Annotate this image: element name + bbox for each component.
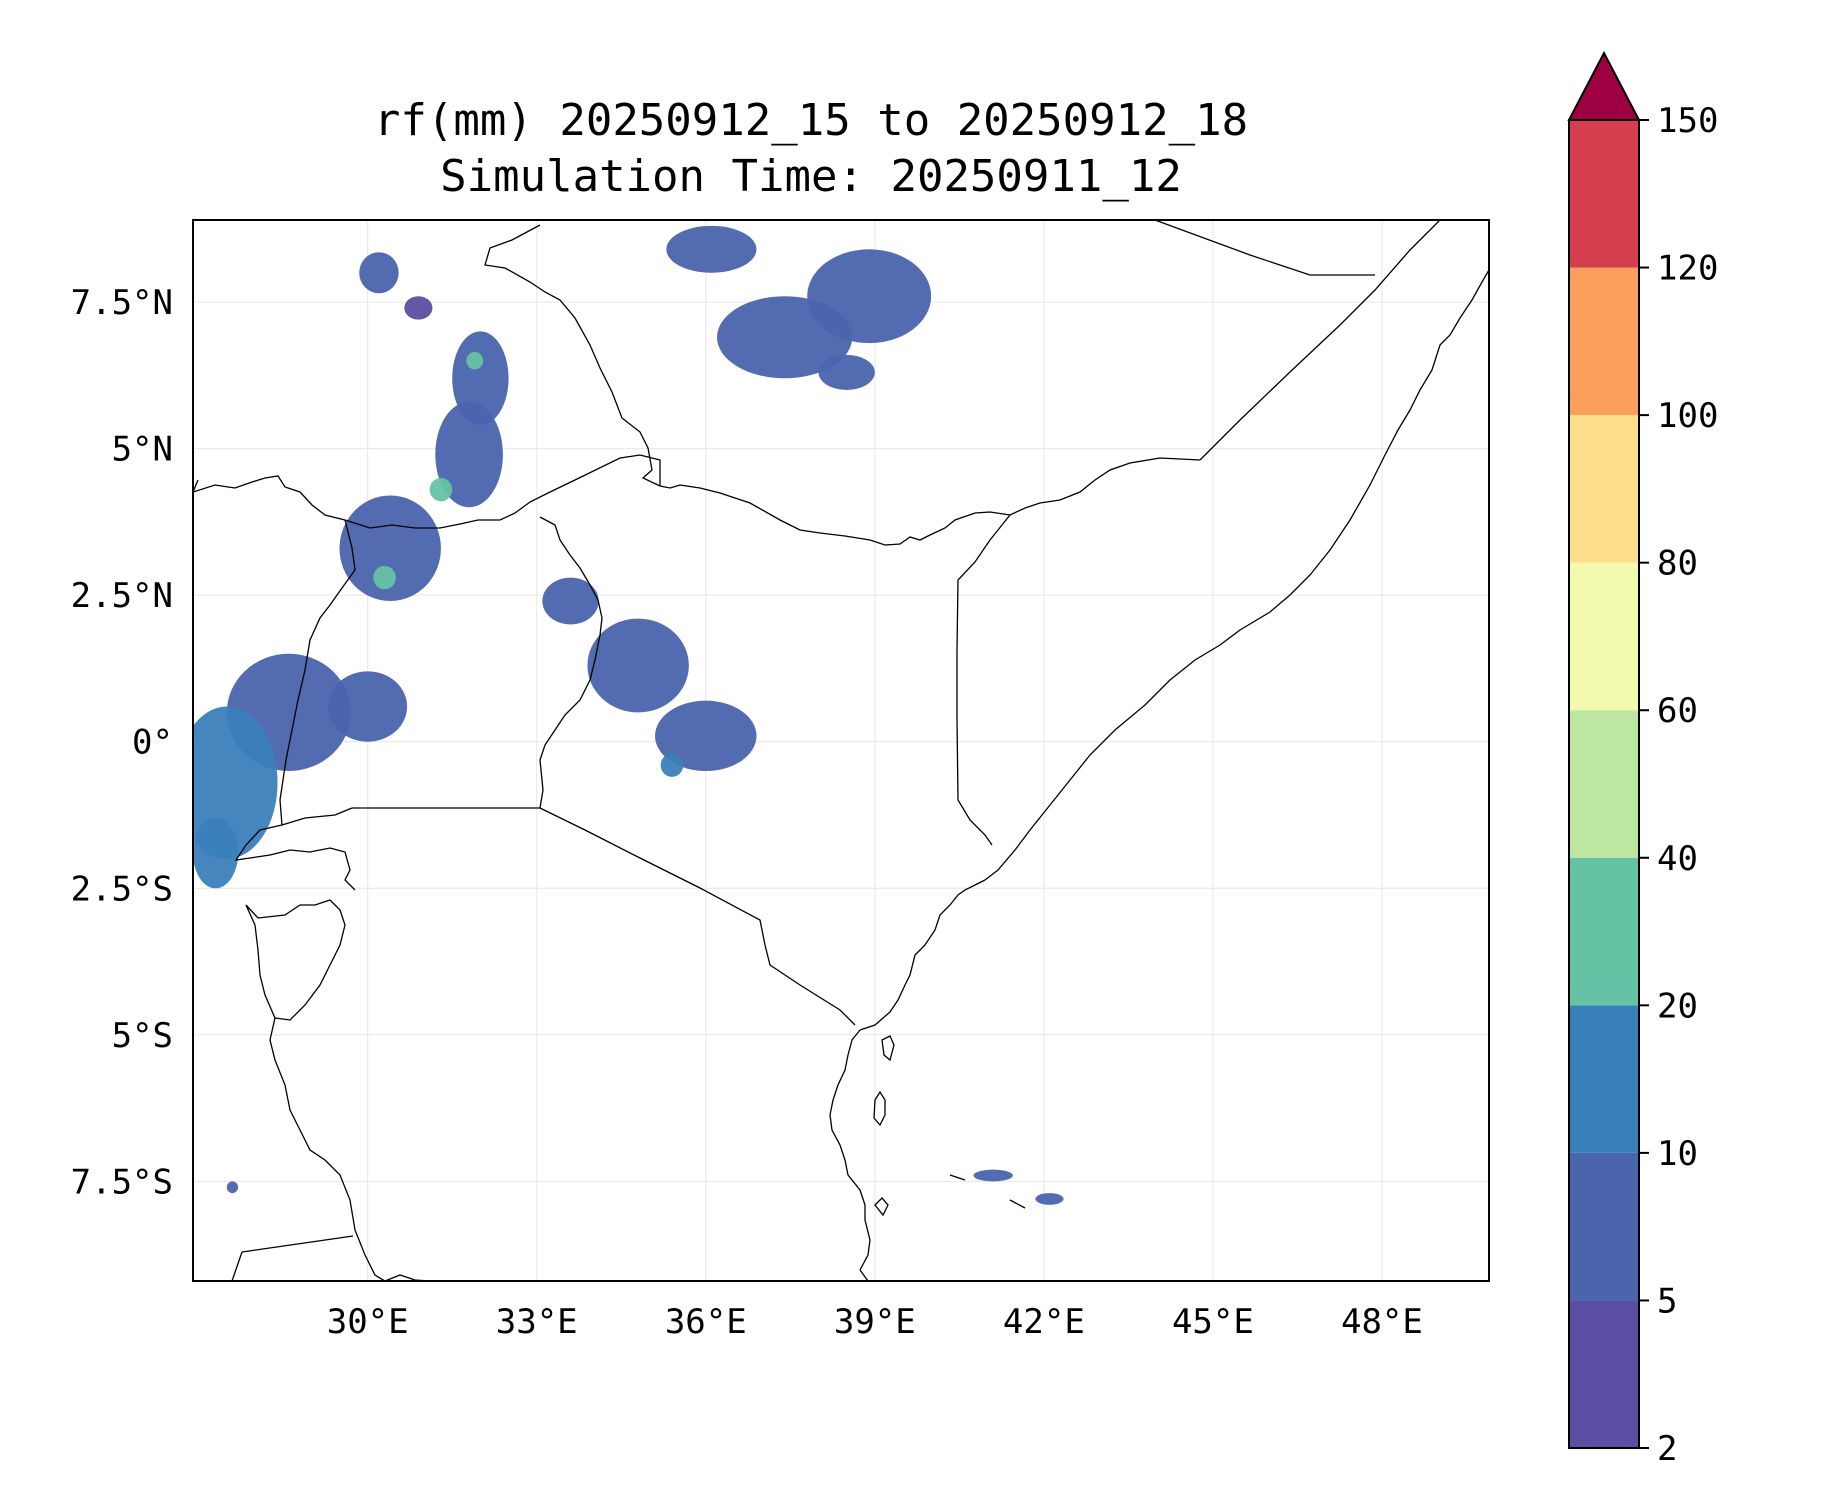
rain-cell <box>655 700 757 772</box>
colorbar-tick-label: 60 <box>1657 691 1698 731</box>
border-tanzania-sw <box>231 1251 243 1281</box>
rain-cell <box>435 401 503 508</box>
border-somalia-northwest <box>1199 220 1441 461</box>
colorbar-labels: 2 5 10 20 40 60 80 100 120 150 <box>1639 101 1718 1469</box>
comoros-islands <box>949 1174 1026 1209</box>
zanzibar-island <box>873 1090 886 1127</box>
colorbar-segment <box>1569 710 1639 858</box>
colorbar-tick-label: 5 <box>1657 1281 1677 1321</box>
rain-cell <box>973 1169 1013 1182</box>
y-axis-ticks: 7.5°N 5°N 2.5°N 0° 2.5°S 5°S 7.5°S <box>71 283 173 1202</box>
border-zambia-tanzania <box>241 1235 354 1253</box>
x-tick-label: 48°E <box>1341 1302 1423 1342</box>
map-axes <box>192 219 1490 1282</box>
colorbar-tick-label: 20 <box>1657 986 1698 1026</box>
pemba-island <box>881 1035 895 1062</box>
colorbar-segment <box>1569 120 1639 268</box>
rain-cell <box>666 225 757 273</box>
rain-cell <box>466 351 484 370</box>
border-ethiopia-kenya <box>659 484 931 546</box>
border-sudan-ethiopia <box>484 224 661 487</box>
colorbar-tick-label: 2 <box>1657 1429 1677 1469</box>
x-tick-label: 42°E <box>1003 1302 1085 1342</box>
y-tick-label: 5°N <box>112 430 173 470</box>
y-tick-label: 5°S <box>112 1016 173 1056</box>
map-title-line2: Simulation Time: 20250911_12 <box>440 151 1182 202</box>
y-tick-label: 7.5°S <box>71 1162 173 1202</box>
map-title-line1: rf(mm) 20250912_15 to 20250912_18 <box>374 95 1248 146</box>
y-tick-label: 2.5°S <box>71 869 173 909</box>
colorbar-tick-label: 150 <box>1657 101 1718 141</box>
border-south-sudan-east <box>344 454 661 529</box>
coast-somalia <box>984 269 1489 881</box>
border-uganda-congo <box>279 519 356 826</box>
colorbar-frame <box>1568 119 1640 1449</box>
x-tick-label: 39°E <box>834 1302 916 1342</box>
border-kenya-tanzania <box>539 807 856 1026</box>
rain-cell <box>807 249 932 344</box>
map-frame <box>192 219 1490 1282</box>
colorbar-segment <box>1569 415 1639 563</box>
rain-cell <box>226 1181 239 1194</box>
border-rwanda <box>234 807 356 891</box>
colorbar-extend-arrow <box>1567 50 1641 121</box>
colorbar-tick-label: 100 <box>1657 396 1718 436</box>
colorbar-segments <box>1569 120 1639 1448</box>
border-uganda-kenya <box>539 516 603 809</box>
y-tick-label: 7.5°N <box>71 283 173 323</box>
border-burundi <box>245 899 346 1021</box>
x-tick-label: 36°E <box>665 1302 747 1342</box>
rain-cell <box>193 817 239 889</box>
y-tick-label: 2.5°N <box>71 576 173 616</box>
x-axis-ticks: 30°E 33°E 36°E 39°E 42°E 45°E 48°E <box>327 1302 1423 1342</box>
colorbar-tick-label: 10 <box>1657 1134 1698 1174</box>
x-tick-label: 45°E <box>1172 1302 1254 1342</box>
coast-tanzania <box>829 1029 871 1271</box>
border-tanzania-west <box>245 904 386 1281</box>
y-tick-label: 0° <box>132 723 173 763</box>
rain-cell <box>429 477 453 502</box>
border-south-sudan-north <box>193 475 346 521</box>
colorbar-tick-label: 40 <box>1657 839 1698 879</box>
rain-cell <box>660 753 684 777</box>
rain-cell <box>818 354 875 390</box>
colorbar-segment <box>1569 1152 1639 1301</box>
rain-cell <box>328 671 408 742</box>
mafia-island <box>874 1197 889 1217</box>
colorbar-segment <box>1569 857 1639 1006</box>
rainfall-field <box>193 225 1064 1205</box>
colorbar: 2 5 10 20 40 60 80 100 120 150 <box>1567 50 1718 1469</box>
colorbar-segment <box>1569 1300 1639 1448</box>
border-somaliland <box>1154 220 1375 276</box>
x-tick-label: 33°E <box>496 1302 578 1342</box>
rain-cell <box>373 565 396 590</box>
rain-cell <box>587 618 689 713</box>
border-ethiopia-somalia <box>929 457 1201 536</box>
coastline <box>829 269 1489 1271</box>
border-kenya-somalia <box>956 514 1011 846</box>
rain-cell <box>404 296 433 320</box>
rain-cell <box>542 577 599 625</box>
colorbar-tick-label: 120 <box>1657 249 1718 289</box>
coast-kenya <box>859 879 986 1031</box>
rain-cell <box>339 495 441 602</box>
colorbar-segment <box>1569 267 1639 416</box>
rain-cell <box>1035 1193 1064 1205</box>
colorbar-segment <box>1569 562 1639 711</box>
rain-cell <box>359 252 399 294</box>
rain-cell <box>452 331 509 426</box>
colorbar-segment <box>1569 1005 1639 1153</box>
colorbar-tick-label: 80 <box>1657 544 1698 584</box>
map-background <box>193 220 1489 1281</box>
x-tick-label: 30°E <box>327 1302 409 1342</box>
